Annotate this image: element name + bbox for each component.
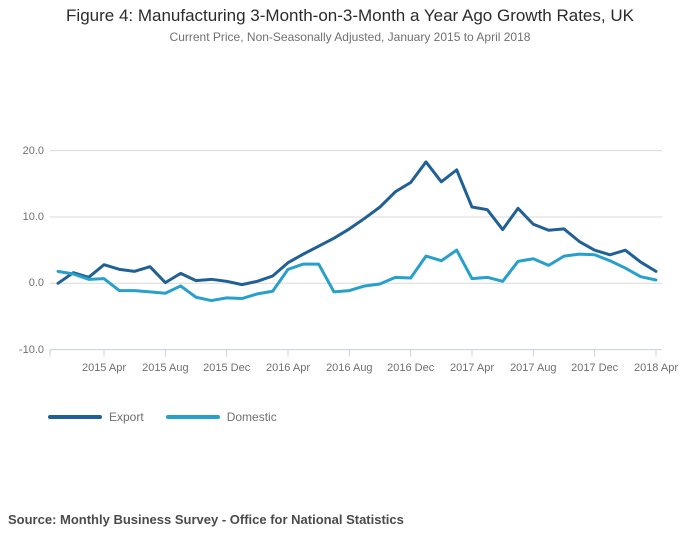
y-axis-label: -10.0: [18, 343, 44, 356]
legend-item-export: Export: [48, 410, 144, 424]
chart-header: Figure 4: Manufacturing 3-Month-on-3-Mon…: [0, 6, 700, 44]
domestic-line: [56, 248, 658, 303]
y-axis-label: 20.0: [22, 144, 44, 157]
x-axis-label: 2017 Aug: [510, 362, 557, 374]
domestic-line-swatch-icon: [165, 414, 220, 419]
x-axis-label: 2017 Dec: [571, 362, 619, 374]
chart-subtitle: Current Price, Non-Seasonally Adjusted, …: [169, 30, 531, 44]
x-axis-label: 2016 Dec: [387, 362, 435, 374]
chart-title: Figure 4: Manufacturing 3-Month-on-3-Mon…: [66, 6, 634, 25]
export-legend-label: Export: [109, 409, 144, 424]
export-line: [56, 160, 658, 287]
x-axis-label: 2015 Aug: [142, 362, 189, 374]
legend-item-domestic: Domestic: [165, 409, 277, 424]
x-axis-label: 2015 Apr: [81, 362, 126, 374]
x-axis-label: 2017 Apr: [449, 362, 494, 374]
y-axis-label: 0.0: [28, 277, 44, 290]
x-axis-label: 2015 Dec: [203, 362, 251, 374]
x-axis-label: 2016 Aug: [326, 362, 373, 374]
export-line-swatch-icon: [48, 414, 102, 419]
legend: Export Domestic: [48, 409, 277, 424]
x-axis-label: 2018 Apr: [633, 362, 678, 374]
y-axis-label: 10.0: [22, 210, 44, 223]
source-text: Source: Monthly Business Survey - Office…: [8, 512, 404, 527]
domestic-legend-label: Domestic: [226, 409, 277, 424]
x-axis-label: 2016 Apr: [265, 362, 310, 374]
